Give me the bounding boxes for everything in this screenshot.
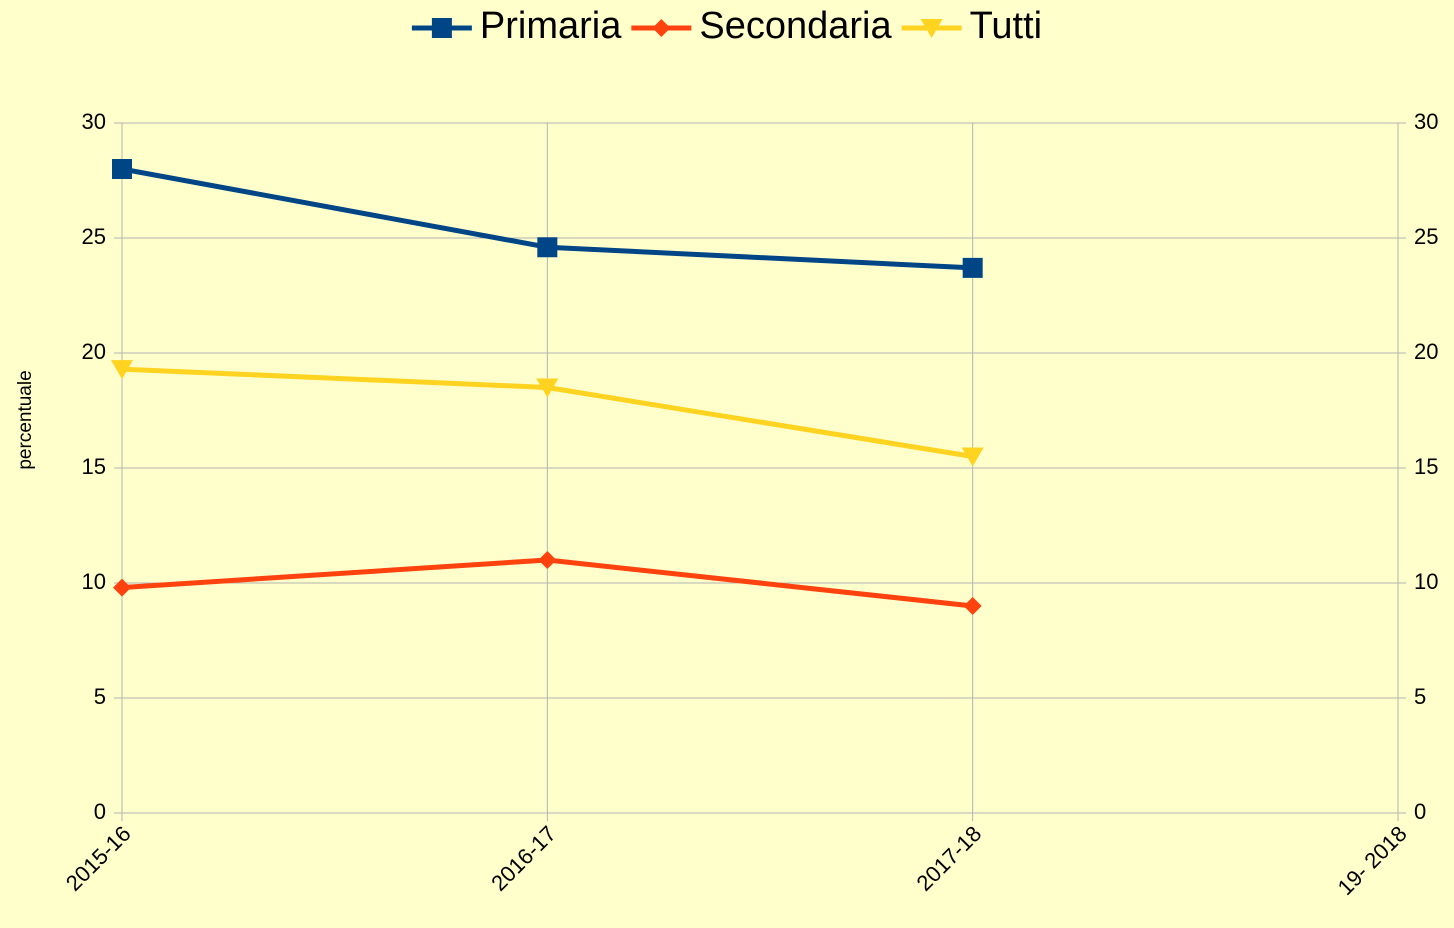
data-point [111,360,133,380]
legend-label: Tutti [970,5,1043,47]
data-point [536,378,559,398]
legend-marker [652,19,671,37]
data-point [962,257,983,278]
y-tick-label: 25 [82,224,106,249]
y-tick-label: 30 [82,109,106,134]
y-tick-label: 0 [94,799,106,824]
y2-tick-label: 15 [1414,454,1438,479]
data-point [538,551,557,569]
y-axis-label: percentuale [15,370,36,469]
data-point [112,159,132,179]
y-tick-label: 15 [82,454,106,479]
data-point [963,597,982,615]
y2-tick-label: 5 [1414,684,1426,709]
legend-marker [431,18,452,38]
data-point [537,237,558,258]
y-tick-label: 5 [94,684,106,709]
y-tick-label: 10 [82,569,106,594]
legend-label: Primaria [480,5,622,47]
legend-label: Secondaria [699,5,892,47]
y2-tick-label: 10 [1414,569,1438,594]
y2-tick-label: 30 [1414,109,1438,134]
data-point [113,578,131,597]
y2-tick-label: 0 [1414,799,1426,824]
data-point [961,447,984,467]
y2-tick-label: 20 [1414,339,1438,364]
y-tick-label: 20 [82,339,106,364]
legend-marker [920,19,943,38]
y2-tick-label: 25 [1414,224,1438,249]
